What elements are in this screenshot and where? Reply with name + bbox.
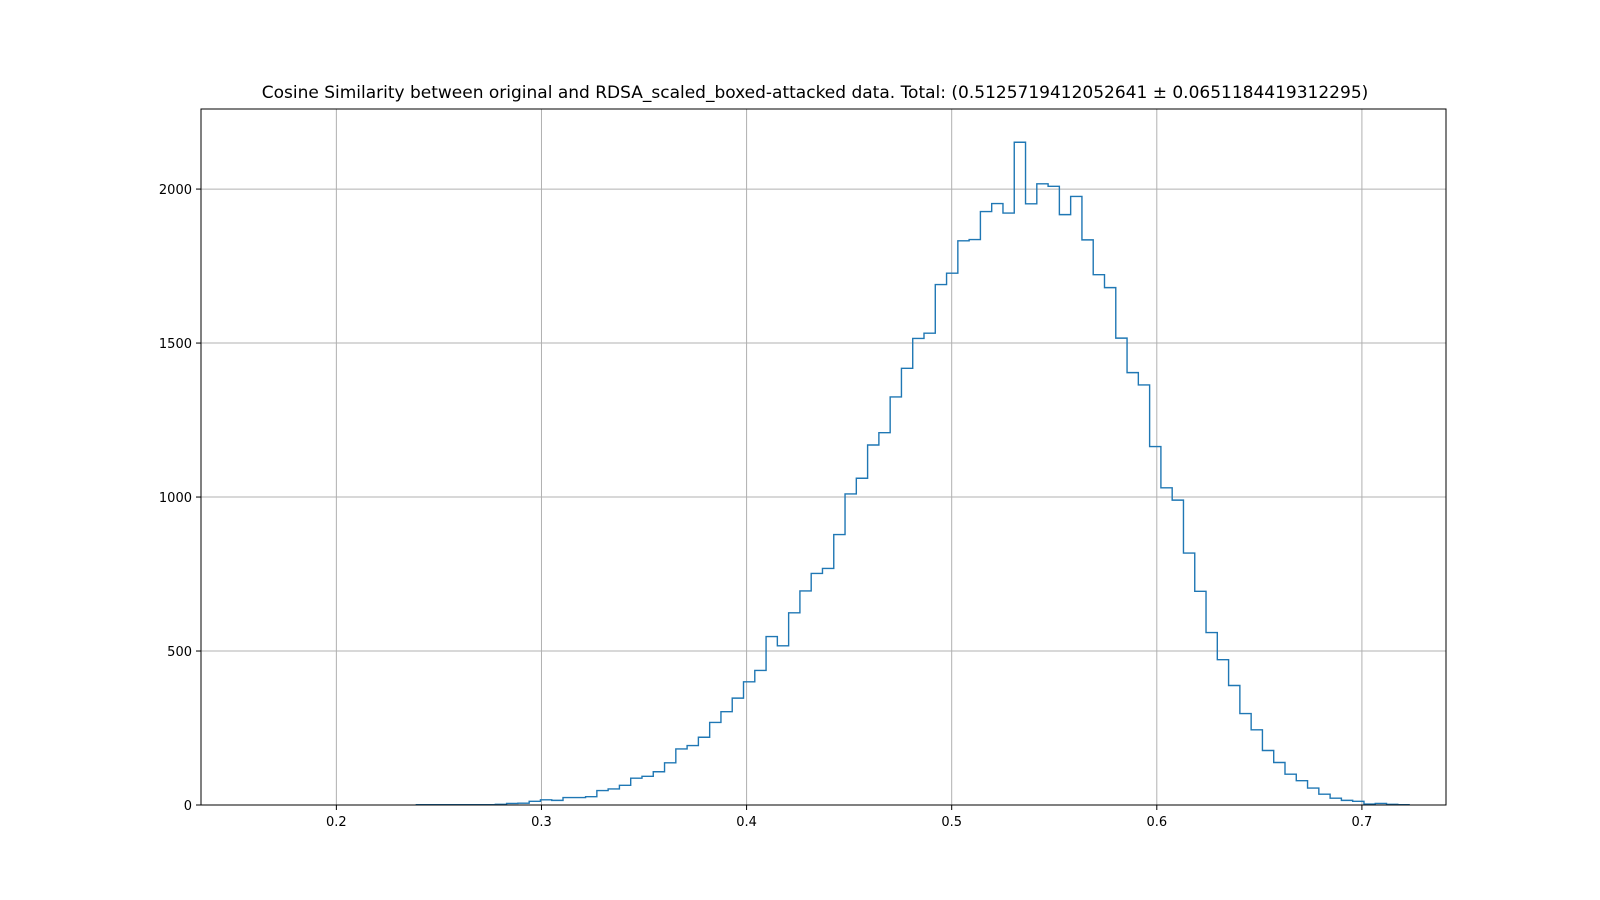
y-tick-label: 500 (167, 645, 192, 660)
histogram-bin (755, 670, 766, 805)
histogram-bin (653, 772, 664, 805)
histogram-step-line (415, 141, 1410, 806)
histogram-bin (1183, 553, 1194, 805)
histogram-bin (1082, 240, 1093, 805)
y-tick-label: 0 (184, 799, 192, 814)
histogram-bin (1319, 794, 1330, 805)
histogram-bin (1195, 591, 1206, 805)
histogram-bin (947, 273, 958, 805)
histogram-bin (1262, 750, 1273, 805)
histogram-bin (856, 478, 867, 805)
histogram-bin (1285, 774, 1296, 805)
histogram-bin (777, 646, 788, 805)
histogram-bin (608, 789, 619, 805)
x-tick-label: 0.3 (531, 815, 552, 830)
histogram-bin (687, 746, 698, 805)
x-tick-label: 0.5 (941, 815, 962, 830)
histogram-bin (631, 778, 642, 805)
histogram-bin (732, 698, 743, 805)
histogram-bin (1003, 213, 1014, 805)
histogram-bin (834, 535, 845, 805)
y-tick-label: 1500 (159, 337, 192, 352)
histogram-bin (1059, 215, 1070, 805)
chart-title: Cosine Similarity between original and R… (262, 83, 1369, 103)
x-tick-label: 0.7 (1352, 815, 1373, 830)
histogram-bin (766, 637, 777, 805)
histogram-bin (1296, 781, 1307, 805)
histogram-bin (1127, 373, 1138, 805)
histogram-bin (1116, 338, 1127, 805)
histogram-bin (890, 397, 901, 805)
histogram-bin (868, 445, 879, 805)
histogram-bin (800, 591, 811, 805)
histogram-bin (1026, 204, 1037, 805)
histogram-bin (1206, 633, 1217, 805)
histogram-series (415, 141, 1410, 806)
histogram-bin (845, 494, 856, 805)
x-tick-label: 0.6 (1146, 815, 1167, 830)
histogram-bin (529, 801, 540, 805)
histogram-bin (1330, 798, 1341, 805)
y-tick-label: 1000 (159, 491, 192, 506)
histogram-bin (924, 333, 935, 805)
histogram-bin (1161, 488, 1172, 805)
histogram-bin (619, 785, 630, 805)
histogram-bin (1308, 788, 1319, 805)
histogram-bin (721, 712, 732, 805)
y-tick-label: 2000 (159, 183, 192, 198)
histogram-bin (676, 749, 687, 805)
histogram-bin (879, 433, 890, 805)
histogram-bin (969, 240, 980, 805)
x-tick-label: 0.4 (736, 815, 757, 830)
histogram-bin (597, 791, 608, 805)
histogram-bin (642, 776, 653, 805)
histogram-bin (1071, 196, 1082, 805)
histogram-bin (698, 737, 709, 805)
histogram-bin (586, 797, 597, 805)
x-axis: 0.2 0.3 0.4 0.5 0.6 0.7 (326, 805, 1372, 830)
histogram-bin (913, 338, 924, 805)
histogram-bin (1274, 763, 1285, 805)
histogram-bin (552, 800, 563, 805)
histogram-bin (958, 241, 969, 805)
histogram-bin (1048, 186, 1059, 805)
histogram-bin (1353, 801, 1364, 805)
histogram-bin (811, 573, 822, 805)
histogram-bin (1172, 500, 1183, 805)
histogram-bin (1251, 730, 1262, 805)
histogram-bin (1138, 385, 1149, 805)
histogram-bin (1229, 686, 1240, 805)
histogram-bin (1093, 275, 1104, 805)
histogram-bin (789, 613, 800, 805)
histogram-bin (992, 204, 1003, 805)
x-tick-label: 0.2 (326, 815, 347, 830)
histogram-bin (935, 285, 946, 805)
histogram-bin (901, 368, 912, 805)
histogram-bin (540, 800, 551, 805)
histogram-bin (1037, 184, 1048, 805)
axes-frame (200, 108, 1447, 806)
histogram-bin (822, 568, 833, 805)
histogram-bin (1150, 447, 1161, 805)
histogram-bin (563, 798, 574, 805)
histogram-bin (1217, 660, 1228, 805)
histogram-bin (744, 682, 755, 805)
histogram-bin (665, 763, 676, 805)
histogram-bin (1014, 142, 1025, 805)
histogram-bin (710, 722, 721, 805)
histogram-bin (1341, 800, 1352, 805)
histogram-bin (980, 212, 991, 805)
histogram-bin (574, 798, 585, 805)
y-axis: 0 500 1000 1500 2000 (159, 183, 201, 814)
histogram-bin (1240, 714, 1251, 805)
histogram-bin (1104, 288, 1115, 805)
